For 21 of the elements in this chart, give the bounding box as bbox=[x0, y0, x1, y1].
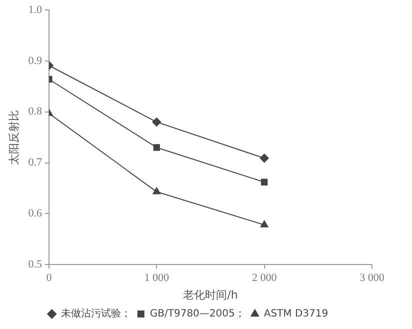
y-tick-label: 1.0 bbox=[28, 4, 42, 16]
y-tick-label: 0.7 bbox=[28, 156, 42, 169]
y-axis-title: 太阳反射比 bbox=[7, 110, 20, 165]
legend-label: GB/T9780—2005； bbox=[150, 308, 245, 320]
point bbox=[260, 154, 269, 163]
x-axis-title: 老化时间/h bbox=[183, 288, 238, 302]
legend-label: 未做沾污试验； bbox=[60, 308, 131, 320]
point bbox=[153, 144, 160, 151]
y-tick-label: 0.5 bbox=[28, 258, 42, 270]
point bbox=[152, 118, 162, 127]
x-tick-label: 0 bbox=[46, 272, 52, 284]
y-tick-label: 0.6 bbox=[28, 208, 42, 220]
x-tick-label: 2 000 bbox=[252, 272, 278, 284]
y-tick-label: 0.9 bbox=[28, 54, 42, 67]
legend-label: ASTM D3719 bbox=[264, 308, 328, 320]
point bbox=[152, 187, 161, 194]
point bbox=[260, 220, 268, 228]
x-tick-label: 1 000 bbox=[144, 272, 170, 284]
y-tick-label: 0.8 bbox=[28, 106, 42, 118]
point bbox=[260, 178, 268, 186]
x-tick-label: 3 000 bbox=[360, 272, 385, 284]
